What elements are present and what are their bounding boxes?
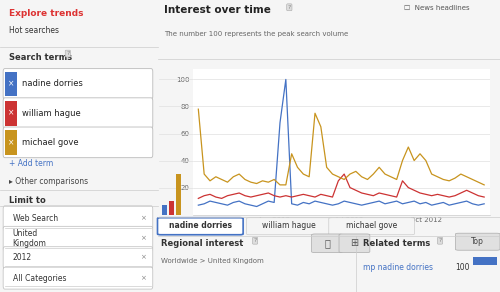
Text: ×: ×: [8, 109, 14, 118]
FancyBboxPatch shape: [3, 247, 153, 269]
Text: michael gove: michael gove: [22, 138, 78, 147]
Text: All Categories: All Categories: [12, 274, 66, 283]
FancyBboxPatch shape: [3, 69, 153, 99]
Text: ×: ×: [8, 138, 14, 147]
FancyBboxPatch shape: [456, 233, 500, 250]
Bar: [162, 205, 167, 215]
FancyBboxPatch shape: [312, 234, 342, 253]
Text: ×: ×: [140, 275, 146, 281]
Text: michael gove: michael gove: [346, 221, 397, 230]
Text: 100: 100: [456, 263, 470, 272]
Text: ⊞: ⊞: [350, 238, 358, 248]
Text: ×: ×: [140, 236, 146, 242]
Text: Worldwide > United Kingdom: Worldwide > United Kingdom: [161, 258, 264, 264]
Text: nadine dorries: nadine dorries: [22, 79, 83, 88]
Text: Web Search: Web Search: [12, 214, 58, 223]
Bar: [472, 257, 496, 265]
Text: mp nadine dorries: mp nadine dorries: [363, 263, 433, 272]
Text: nadine dorries: nadine dorries: [169, 221, 232, 230]
Text: ?: ?: [438, 238, 442, 243]
FancyBboxPatch shape: [329, 218, 414, 235]
Text: Regional interest: Regional interest: [161, 239, 244, 248]
Text: The number 100 represents the peak search volume: The number 100 represents the peak searc…: [164, 31, 348, 37]
Text: Explore trends: Explore trends: [10, 9, 84, 18]
Text: ?: ?: [288, 5, 291, 10]
Text: + Add term: + Add term: [10, 159, 54, 168]
Text: ☐  News headlines: ☐ News headlines: [404, 5, 469, 11]
Text: Limit to: Limit to: [10, 196, 46, 205]
Text: ×: ×: [140, 215, 146, 221]
FancyBboxPatch shape: [3, 206, 153, 231]
Bar: [4, 130, 18, 155]
FancyBboxPatch shape: [3, 267, 153, 289]
Text: 🌐: 🌐: [324, 238, 330, 248]
Bar: [176, 174, 180, 215]
Text: Average: Average: [158, 223, 184, 228]
FancyBboxPatch shape: [3, 127, 153, 158]
Bar: [4, 101, 18, 126]
Text: ▸ Other comparisons: ▸ Other comparisons: [10, 177, 88, 186]
FancyBboxPatch shape: [3, 98, 153, 128]
Text: Top: Top: [472, 237, 484, 246]
Text: ×: ×: [8, 79, 14, 88]
Text: ×: ×: [140, 255, 146, 261]
Text: United
Kingdom: United Kingdom: [12, 229, 46, 248]
FancyBboxPatch shape: [158, 218, 243, 235]
Text: william hague: william hague: [22, 109, 81, 118]
Text: Related terms: Related terms: [363, 239, 430, 248]
FancyBboxPatch shape: [246, 218, 332, 235]
Text: Interest over time: Interest over time: [164, 5, 271, 15]
Text: ?: ?: [254, 238, 257, 243]
Text: 2012: 2012: [12, 253, 32, 262]
Bar: [169, 201, 174, 215]
Text: Search terms: Search terms: [10, 53, 72, 62]
FancyBboxPatch shape: [3, 226, 153, 251]
FancyBboxPatch shape: [339, 234, 370, 253]
Text: ?: ?: [66, 51, 70, 56]
Bar: [4, 72, 18, 96]
Text: william hague: william hague: [262, 221, 316, 230]
Text: Hot searches: Hot searches: [10, 26, 59, 35]
